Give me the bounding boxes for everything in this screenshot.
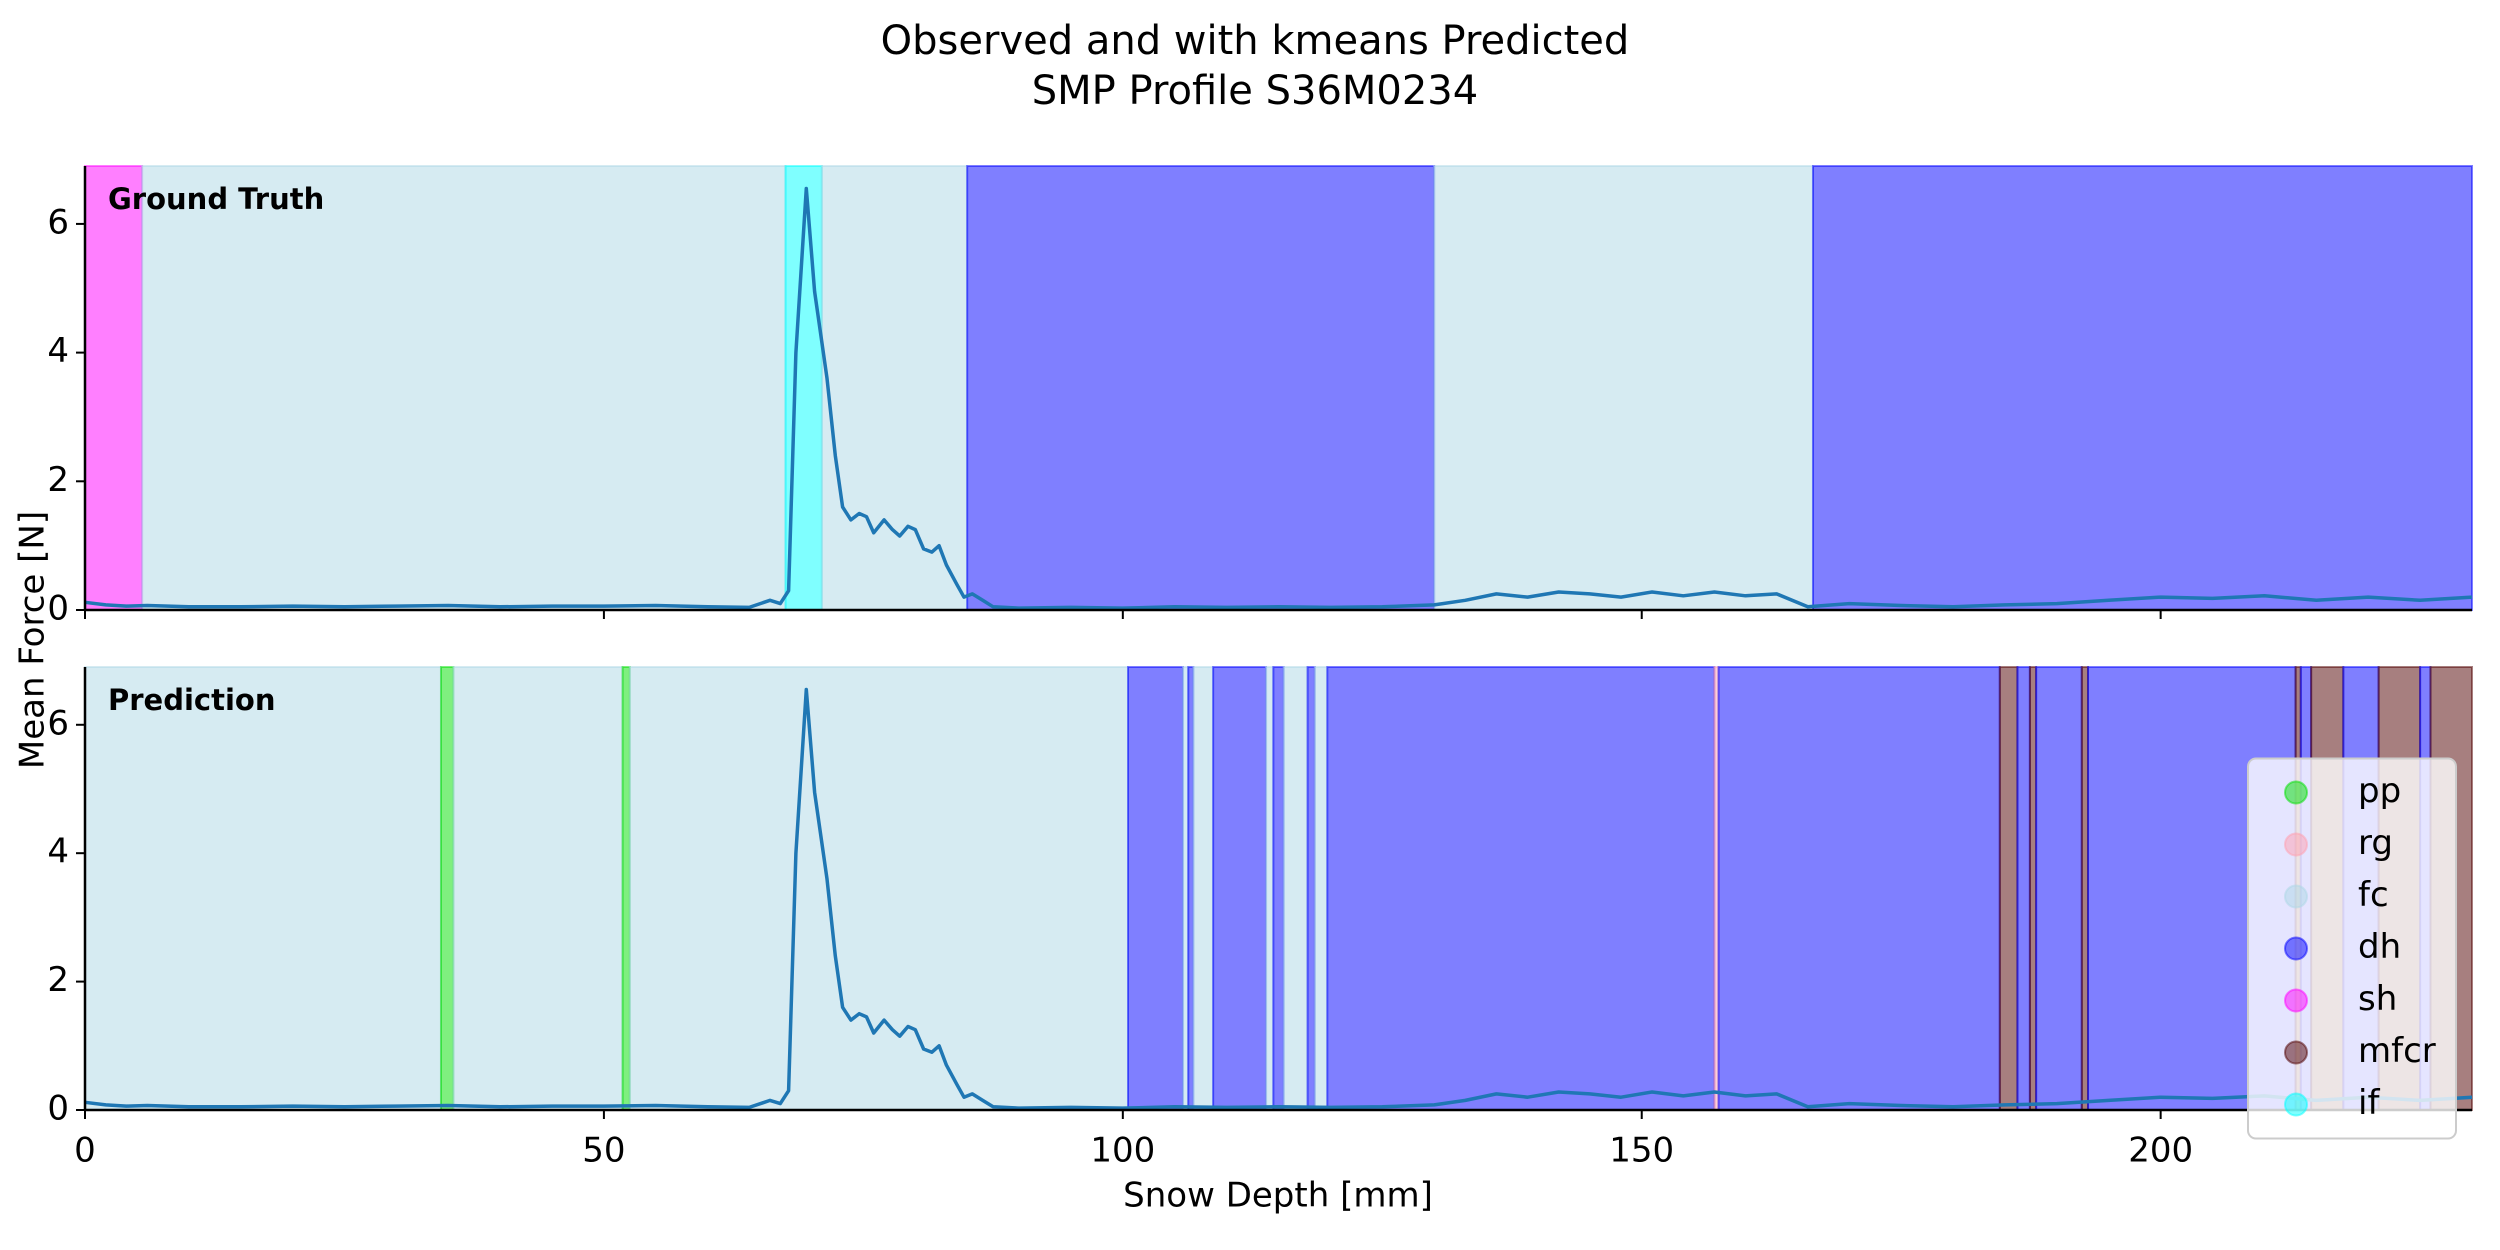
legend-label: mfcr [2358,1031,2436,1071]
class-band [141,165,787,611]
class-band [1433,165,1814,611]
class-band [1272,666,1285,1111]
class-band [1192,666,1215,1111]
x-tick-label: 150 [1609,1131,1674,1171]
panel-label: Ground Truth [108,182,324,216]
class-band [1998,666,2019,1111]
class-band [1282,666,1309,1111]
x-axis-label: Snow Depth [mm] [1123,1176,1433,1216]
legend-label: sh [2358,979,2397,1019]
class-band [439,666,455,1111]
y-tick-label: 4 [47,832,69,872]
x-tick-label: 200 [2128,1131,2193,1171]
panel: 0 2 4 6 0 50 100 150 200 Prediction [47,666,2474,1171]
legend-label: rg [2358,823,2393,863]
y-tick-label: 6 [47,703,69,743]
class-band [1326,666,1716,1111]
class-band [1313,666,1329,1111]
x-tick-label: 100 [1090,1131,1155,1171]
legend-label: if [2358,1083,2380,1123]
legend-label: pp [2358,771,2401,811]
force-line [84,687,2473,1110]
class-band [1811,165,2474,611]
legend-marker [2284,832,2308,857]
legend: pp rg fc dh sh mfcr if [2247,757,2457,1140]
y-tick-label: 6 [47,202,69,242]
panel: 0 2 4 6 Ground Truth [47,165,2474,629]
y-tick-label: 0 [47,589,69,629]
y-tick-label: 4 [47,331,69,371]
legend-label: dh [2358,927,2401,967]
class-band [2035,666,2083,1111]
class-band [1717,666,2001,1111]
class-band [1306,666,1316,1111]
legend-box [2247,757,2457,1140]
class-band [820,165,969,611]
class-band [966,165,1436,611]
x-tick-label: 50 [582,1131,625,1171]
chart-subtitle: SMP Profile S36M0234 [1032,68,1478,114]
legend-marker [2284,1092,2308,1117]
class-band [1265,666,1275,1111]
legend-marker [2284,1040,2308,1065]
legend-marker [2284,884,2308,909]
class-band [621,666,631,1111]
force-line [84,186,2473,610]
class-band [2016,666,2031,1111]
class-band [84,666,442,1111]
x-tick-label: 0 [74,1131,96,1171]
legend-marker [2284,988,2308,1013]
y-tick-label: 2 [47,460,69,500]
legend-marker [2284,780,2308,805]
class-band [452,666,624,1111]
legend-label: fc [2358,875,2389,915]
panel-label: Prediction [108,683,276,717]
class-band [84,165,144,611]
class-band [1127,666,1185,1111]
class-band [628,666,1130,1111]
y-tick-label: 2 [47,960,69,1000]
y-axis-label: Mean Force [N] [13,511,53,769]
chart-title: Observed and with kmeans Predicted [881,18,1630,64]
class-band [1212,666,1268,1111]
legend-marker [2284,936,2308,961]
y-tick-label: 0 [47,1089,69,1129]
